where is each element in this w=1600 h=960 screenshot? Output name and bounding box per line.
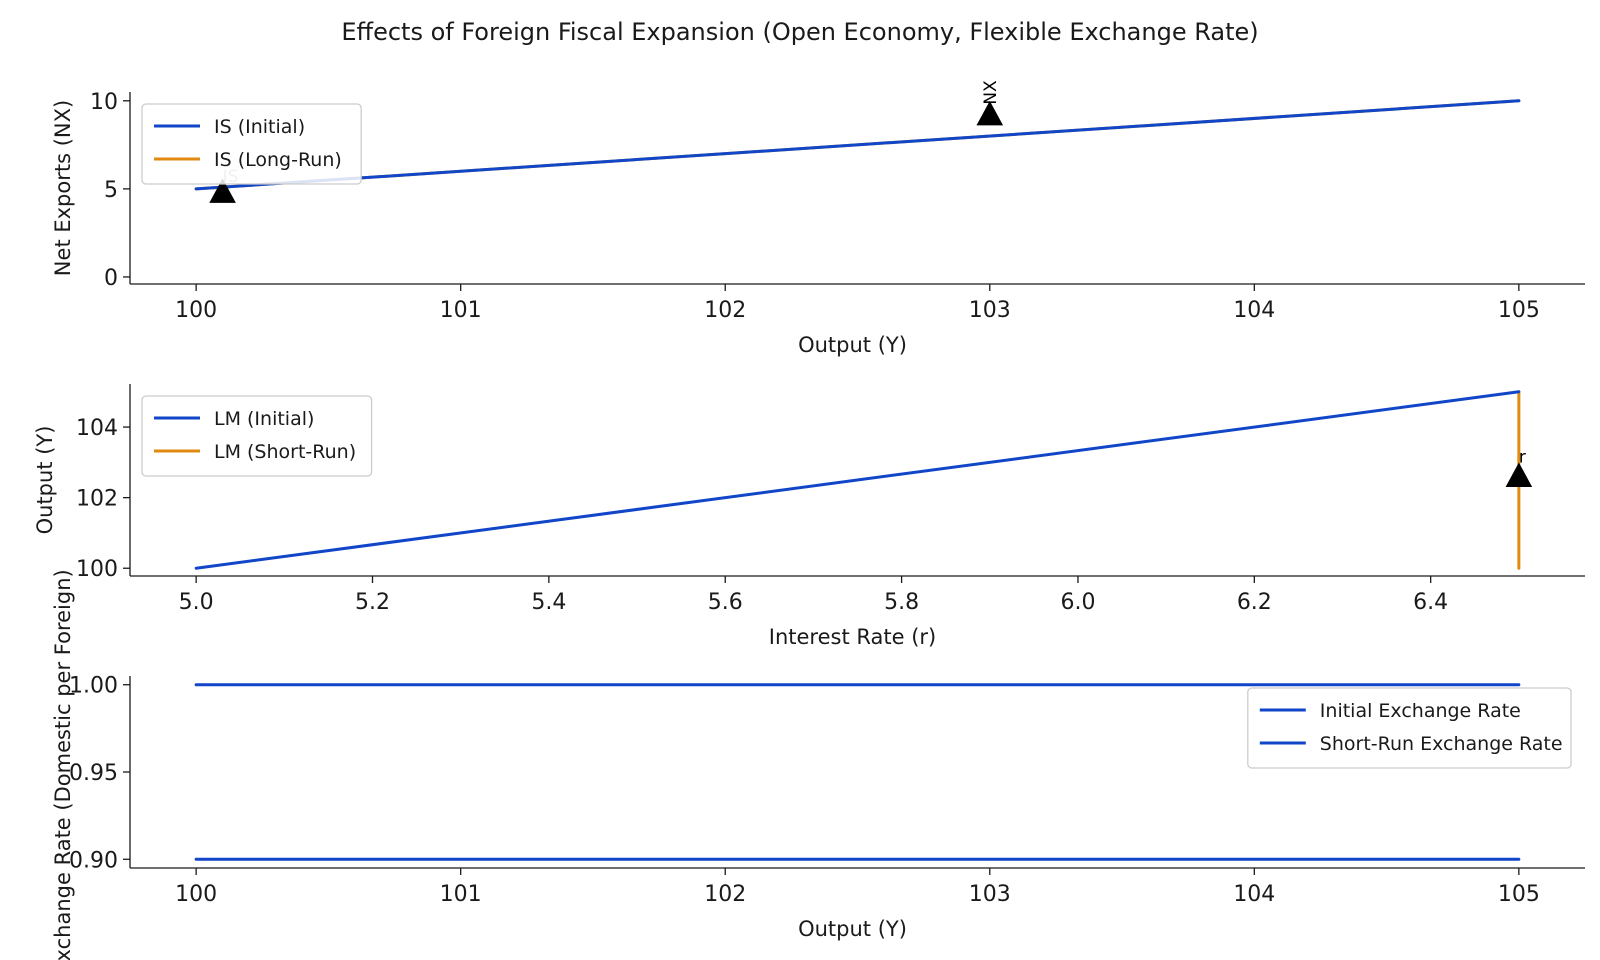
y-tick-label: 1.00: [69, 674, 118, 699]
x-tick-label: 102: [704, 298, 746, 323]
x-tick-label: 100: [175, 298, 217, 323]
triangle-marker: [209, 178, 236, 203]
x-tick-label: 103: [969, 882, 1011, 907]
x-tick-label: 101: [440, 298, 482, 323]
x-tick-label: 100: [175, 882, 217, 907]
x-tick-label: 6.4: [1413, 590, 1448, 615]
x-tick-label: 6.2: [1237, 590, 1272, 615]
triangle-marker: [976, 100, 1004, 126]
annotation-text: NX: [981, 80, 1001, 105]
subplot-3: 100 101 102 103 104 105 0.90 0.95 1.00 Output (Y)…: [51, 569, 1585, 960]
x-tick-label: 6.0: [1060, 590, 1095, 615]
x-tick-label: 105: [1498, 882, 1540, 907]
x-axis-label: Output (Y): [798, 333, 907, 357]
annotation-text: r: [1519, 447, 1526, 467]
x-tick-label: 105: [1498, 298, 1540, 323]
x-tick-label: 104: [1233, 298, 1275, 323]
subplot-2: 5.0 5.2 5.4 5.6 5.8 6.0 6.2 6.4 100 102 104 Interes…: [33, 384, 1585, 649]
y-axis-label: Output (Y): [33, 426, 57, 535]
legend-label: Short-Run Exchange Rate: [1320, 733, 1563, 755]
subplots: 100 101 102 103 104 105 0 5 10 Output (Y) Net Expo…: [33, 80, 1585, 960]
y-tick-label: 5: [104, 178, 118, 203]
y-tick-label: 0.90: [69, 848, 118, 873]
subplot-1: 100 101 102 103 104 105 0 5 10 Output (Y) Net Expo…: [51, 80, 1585, 357]
figure-title: Effects of Foreign Fiscal Expansion (Ope…: [341, 18, 1258, 46]
legend-label: IS (Long-Run): [214, 149, 342, 171]
x-axis-label: Output (Y): [798, 917, 907, 941]
legend-box: [141, 103, 362, 185]
y-tick-label: 102: [76, 487, 118, 512]
x-tick-label: 5.0: [179, 590, 214, 615]
x-tick-label: 103: [969, 298, 1011, 323]
legend: Initial Exchange Rate Short-Run Exchange …: [1247, 687, 1572, 769]
y-axis-label: Net Exports (NX): [51, 100, 75, 276]
x-tick-label: 5.8: [884, 590, 919, 615]
x-axis-label: Interest Rate (r): [769, 625, 936, 649]
y-tick-label: 100: [76, 557, 118, 582]
legend-label: Initial Exchange Rate: [1320, 700, 1521, 722]
triangle-marker: [1505, 462, 1533, 487]
y-tick-label: 10: [90, 90, 118, 115]
x-tick-label: 5.6: [708, 590, 743, 615]
series-line-1: [194, 99, 1521, 191]
legend-box: [141, 395, 373, 477]
legend: LM (Initial) LM (Short-Run): [141, 395, 373, 477]
legend-label: IS (Initial): [214, 116, 305, 138]
legend-label: LM (Short-Run): [214, 441, 356, 463]
y-tick-label: 0.95: [69, 761, 118, 786]
x-tick-label: 5.2: [355, 590, 390, 615]
y-tick-label: 0: [104, 266, 118, 291]
legend-box: [1247, 687, 1572, 769]
legend-label: LM (Initial): [214, 408, 314, 430]
legend: IS (Initial) IS (Long-Run): [141, 103, 362, 185]
y-tick-label: 104: [76, 416, 118, 441]
series-line-1: [194, 390, 1521, 570]
x-tick-label: 101: [440, 882, 482, 907]
x-tick-label: 104: [1233, 882, 1275, 907]
y-axis-label: Exchange Rate (Domestic per Foreign): [51, 569, 75, 960]
x-tick-label: 5.4: [531, 590, 566, 615]
x-tick-label: 102: [704, 882, 746, 907]
